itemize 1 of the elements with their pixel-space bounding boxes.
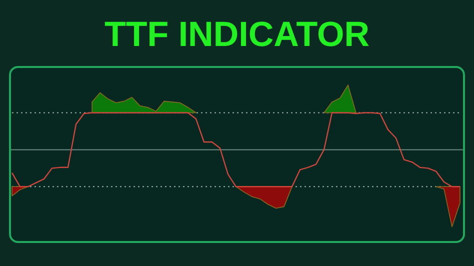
chart-title: TTF INDICATOR: [104, 15, 370, 54]
